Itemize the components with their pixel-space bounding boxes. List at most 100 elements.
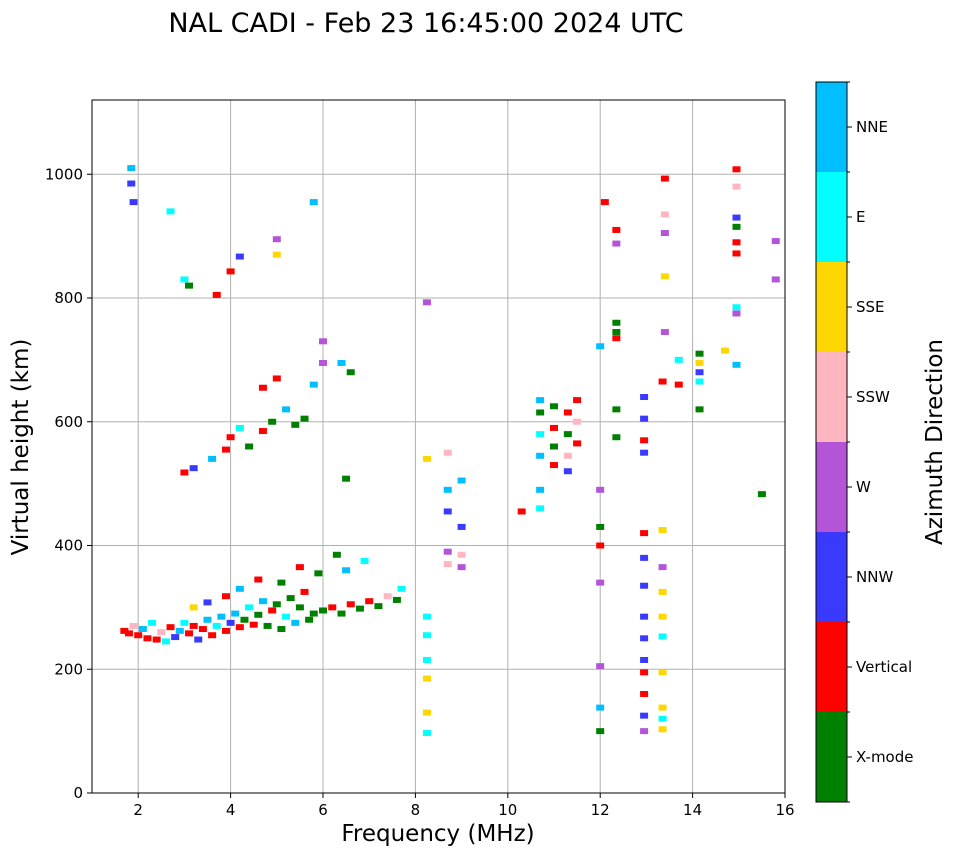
data-point-190 — [732, 310, 741, 317]
data-point-53 — [360, 557, 369, 564]
y-tick-label: 1000 — [45, 165, 83, 183]
colorbar: X-mode Vertical NNW W SSW SSE E NNE — [815, 81, 913, 803]
colorbar-label-vertical: Vertical — [856, 658, 912, 676]
colorbar-frame — [815, 81, 848, 803]
data-point-1 — [124, 630, 133, 637]
data-point-89 — [272, 236, 281, 243]
data-point-80 — [127, 165, 136, 172]
data-point-128 — [573, 418, 582, 425]
data-point-148 — [640, 437, 649, 444]
data-point-36 — [286, 595, 295, 602]
grid — [92, 100, 786, 794]
data-point-77 — [309, 381, 318, 388]
data-point-137 — [596, 728, 605, 735]
colorbar-swatch-e — [816, 172, 847, 262]
data-point-173 — [660, 273, 669, 280]
data-point-65 — [208, 455, 217, 462]
y-tick-label: 0 — [73, 784, 83, 802]
data-point-99 — [443, 508, 452, 515]
data-point-93 — [319, 359, 327, 366]
data-point-56 — [295, 564, 304, 571]
data-point-33 — [272, 601, 281, 608]
data-point-106 — [422, 613, 431, 620]
data-point-15 — [189, 622, 198, 629]
data-point-40 — [305, 616, 314, 623]
data-point-29 — [254, 611, 263, 618]
x-tick-label: 12 — [591, 801, 610, 819]
data-point-58 — [254, 576, 263, 583]
data-point-90 — [272, 251, 281, 258]
data-point-115 — [536, 431, 545, 438]
colorbar-label-x-mode: X-mode — [856, 748, 913, 766]
data-point-95 — [422, 299, 431, 306]
data-point-194 — [771, 276, 780, 283]
data-point-72 — [282, 406, 291, 413]
data-point-6 — [148, 619, 157, 626]
data-point-30 — [258, 598, 267, 605]
data-point-177 — [695, 350, 704, 357]
data-point-38 — [295, 604, 304, 611]
data-point-146 — [640, 394, 649, 400]
data-point-161 — [658, 527, 667, 534]
data-point-156 — [640, 669, 649, 676]
y-tick-label: 400 — [54, 537, 83, 555]
data-point-119 — [550, 403, 558, 410]
data-point-45 — [346, 601, 355, 608]
data-point-85 — [185, 282, 194, 289]
data-point-51 — [397, 585, 406, 592]
data-point-13 — [180, 619, 189, 626]
x-tick-label: 14 — [683, 801, 702, 819]
data-point-74 — [300, 415, 309, 422]
y-tick-label: 200 — [54, 660, 83, 678]
data-point-191 — [732, 361, 741, 368]
data-point-37 — [291, 619, 300, 626]
data-point-105 — [457, 564, 466, 571]
data-point-140 — [612, 240, 621, 247]
data-point-39 — [300, 588, 309, 595]
data-point-47 — [365, 598, 374, 605]
data-point-31 — [263, 622, 272, 629]
data-point-185 — [732, 214, 741, 221]
data-point-104 — [457, 551, 466, 558]
data-point-41 — [309, 610, 318, 617]
data-point-9 — [161, 638, 170, 645]
data-point-19 — [208, 632, 217, 639]
colorbar-label: Azimuth Direction — [922, 339, 948, 545]
colorbar-label-nne: NNE — [856, 118, 888, 136]
data-point-172 — [660, 230, 669, 237]
data-point-113 — [536, 397, 545, 404]
data-point-182 — [720, 347, 729, 354]
colorbar-label-ssw: SSW — [856, 388, 890, 406]
data-point-71 — [268, 418, 277, 425]
data-point-129 — [573, 440, 582, 447]
data-point-26 — [240, 616, 249, 623]
data-point-48 — [374, 603, 383, 610]
data-point-163 — [658, 588, 667, 595]
x-tick-label: 16 — [775, 801, 794, 819]
data-point-68 — [235, 424, 244, 431]
data-point-63 — [180, 469, 189, 476]
data-point-155 — [640, 656, 649, 663]
data-point-166 — [658, 669, 667, 676]
data-point-24 — [231, 610, 240, 617]
colorbar-label-nnw: NNW — [856, 568, 893, 586]
data-point-109 — [422, 675, 431, 682]
colorbar-swatch-sse — [816, 262, 847, 352]
data-point-139 — [612, 226, 621, 233]
data-point-160 — [658, 378, 667, 385]
data-point-8 — [157, 629, 166, 636]
data-point-164 — [658, 613, 667, 620]
data-point-102 — [457, 477, 466, 484]
data-point-168 — [658, 715, 667, 722]
data-point-46 — [355, 605, 364, 612]
data-point-145 — [612, 434, 621, 441]
data-point-188 — [732, 250, 741, 257]
data-point-66 — [221, 446, 230, 453]
data-point-59 — [235, 585, 244, 592]
data-point-131 — [596, 486, 605, 493]
data-point-57 — [277, 579, 286, 586]
colorbar-label-e: E — [856, 208, 865, 226]
data-point-189 — [732, 304, 741, 311]
data-point-86 — [212, 291, 221, 298]
